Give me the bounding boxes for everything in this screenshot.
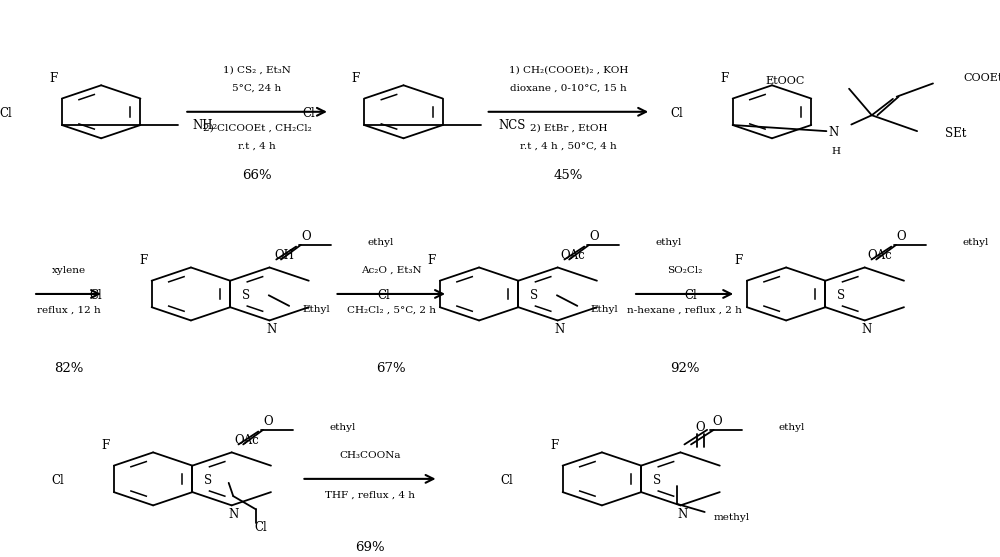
Text: F: F — [49, 72, 58, 85]
Text: 1) CH₂(COOEt)₂ , KOH: 1) CH₂(COOEt)₂ , KOH — [509, 66, 628, 75]
Text: Cl: Cl — [0, 106, 12, 120]
Text: Cl: Cl — [89, 289, 102, 302]
Text: O: O — [301, 231, 311, 243]
Text: EtOOC: EtOOC — [766, 76, 805, 86]
Text: xylene: xylene — [52, 266, 86, 275]
Text: N: N — [229, 508, 239, 521]
Text: Cl: Cl — [377, 289, 390, 302]
Text: Ethyl: Ethyl — [591, 305, 618, 314]
Text: 66%: 66% — [242, 169, 272, 182]
Text: ethyl: ethyl — [963, 238, 989, 247]
Text: O: O — [263, 416, 273, 428]
Text: 82%: 82% — [54, 362, 83, 375]
Text: Ethyl: Ethyl — [302, 305, 330, 314]
Text: OH: OH — [275, 249, 295, 262]
Text: S: S — [653, 473, 661, 487]
Text: 2) EtBr , EtOH: 2) EtBr , EtOH — [530, 124, 607, 133]
Text: SO₂Cl₂: SO₂Cl₂ — [667, 266, 702, 275]
Text: CH₃COONa: CH₃COONa — [339, 451, 401, 460]
Text: dioxane , 0-10°C, 15 h: dioxane , 0-10°C, 15 h — [510, 84, 627, 92]
Text: N: N — [828, 126, 838, 139]
Text: Cl: Cl — [254, 521, 267, 534]
Text: methyl: methyl — [714, 513, 750, 522]
Text: Ac₂O , Et₃N: Ac₂O , Et₃N — [361, 266, 422, 275]
Text: r.t , 4 h , 50°C, 4 h: r.t , 4 h , 50°C, 4 h — [520, 141, 617, 150]
Text: N: N — [267, 323, 277, 336]
Text: n-hexane , reflux , 2 h: n-hexane , reflux , 2 h — [627, 306, 742, 315]
Text: r.t , 4 h: r.t , 4 h — [238, 141, 276, 150]
Text: 2) ClCOOEt , CH₂Cl₂: 2) ClCOOEt , CH₂Cl₂ — [203, 124, 311, 133]
Text: 45%: 45% — [554, 169, 583, 182]
Text: 67%: 67% — [376, 362, 406, 375]
Text: OAc: OAc — [867, 249, 892, 262]
Text: F: F — [734, 255, 743, 267]
Text: Cl: Cl — [52, 473, 64, 487]
Text: O: O — [712, 416, 722, 428]
Text: F: F — [352, 72, 360, 85]
Text: COOEt: COOEt — [963, 73, 1000, 83]
Text: F: F — [139, 255, 147, 267]
Text: reflux , 12 h: reflux , 12 h — [37, 306, 100, 315]
Text: N: N — [555, 323, 565, 336]
Text: S: S — [242, 289, 250, 302]
Text: SEt: SEt — [945, 128, 966, 140]
Text: N: N — [862, 323, 872, 336]
Text: Cl: Cl — [670, 106, 683, 120]
Text: Cl: Cl — [685, 289, 697, 302]
Text: 5°C, 24 h: 5°C, 24 h — [232, 84, 282, 92]
Text: S: S — [204, 473, 212, 487]
Text: ethyl: ethyl — [656, 238, 682, 247]
Text: N: N — [678, 508, 688, 521]
Text: F: F — [101, 439, 110, 452]
Text: F: F — [427, 255, 436, 267]
Text: O: O — [589, 231, 599, 243]
Text: Cl: Cl — [500, 473, 513, 487]
Text: O: O — [896, 231, 906, 243]
Text: Cl: Cl — [302, 106, 315, 120]
Text: F: F — [720, 72, 728, 85]
Text: 69%: 69% — [355, 541, 385, 554]
Text: NH₂: NH₂ — [193, 119, 218, 131]
Text: 1) CS₂ , Et₃N: 1) CS₂ , Et₃N — [223, 66, 291, 75]
Text: NCS: NCS — [499, 119, 526, 131]
Text: O: O — [695, 421, 705, 434]
Text: F: F — [550, 439, 558, 452]
Text: ethyl: ethyl — [367, 238, 394, 247]
Text: THF , reflux , 4 h: THF , reflux , 4 h — [325, 491, 415, 500]
Text: CH₂Cl₂ , 5°C, 2 h: CH₂Cl₂ , 5°C, 2 h — [347, 306, 436, 315]
Text: ethyl: ethyl — [330, 423, 356, 432]
Text: 92%: 92% — [670, 362, 699, 375]
Text: OAc: OAc — [234, 434, 259, 447]
Text: S: S — [837, 289, 845, 302]
Text: H: H — [831, 146, 840, 155]
Text: ethyl: ethyl — [778, 423, 805, 432]
Text: OAc: OAc — [560, 249, 585, 262]
Text: S: S — [530, 289, 538, 302]
